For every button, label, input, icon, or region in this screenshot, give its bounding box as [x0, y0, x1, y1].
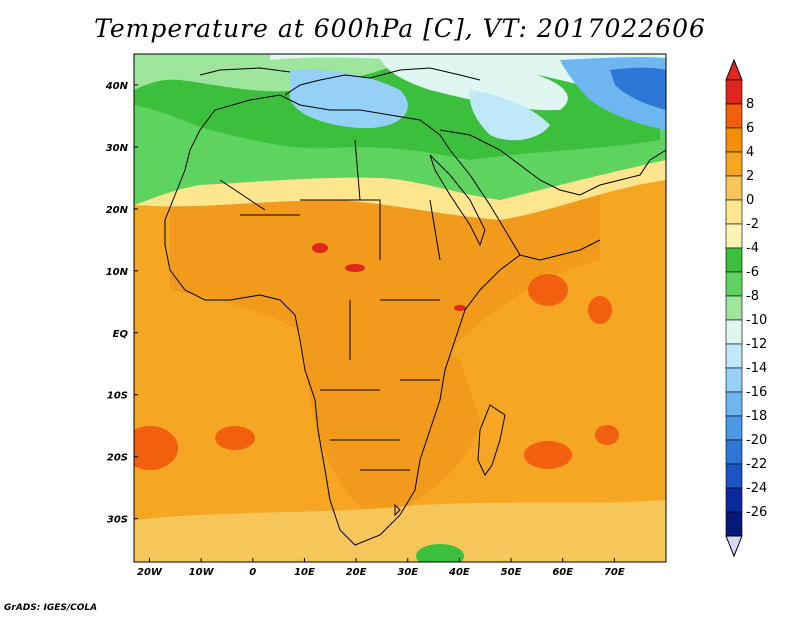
- colorbar-swatch: [725, 463, 743, 489]
- colorbar-swatch: [725, 439, 743, 465]
- lon-tick-label: 10W: [189, 567, 215, 578]
- colorbar-swatch: [725, 343, 743, 369]
- lon-tick-label: 70E: [604, 567, 625, 578]
- colorbar-top-arrow: [725, 58, 743, 81]
- axis-ticks: 20W 10W 0 10E 20E 30E 40E 50E 60E 70E 40N 30N 20N 10N…: [105, 81, 625, 578]
- lon-tick-label: 0: [249, 567, 256, 578]
- lat-tick-label: 30N: [106, 143, 129, 154]
- lat-tick-label: 40N: [105, 81, 129, 92]
- colorbar-label: -12: [746, 337, 767, 352]
- colorbar-label: -4: [746, 241, 759, 256]
- colorbar-swatch: [725, 271, 743, 297]
- colorbar-label: -18: [746, 409, 767, 424]
- lon-tick-label: 60E: [552, 567, 573, 578]
- colorbar-label: -8: [746, 289, 759, 304]
- lon-tick-label: 10E: [294, 567, 315, 578]
- colorbar-swatch: [725, 511, 743, 537]
- colorbar-label: 4: [746, 145, 754, 160]
- colorbar-label: 0: [746, 193, 754, 208]
- colorbar-swatch: [725, 79, 743, 105]
- colorbar-swatch: [725, 103, 743, 129]
- lat-tick-label: 30S: [107, 515, 128, 526]
- lat-tick-label: 10N: [106, 267, 129, 278]
- colorbar-swatch: [725, 223, 743, 249]
- lon-tick-label: 50E: [501, 567, 522, 578]
- lat-tick-label: 10S: [107, 391, 128, 402]
- colorbar-label: -10: [746, 313, 767, 328]
- coastlines: [164, 67, 666, 546]
- colorbar-swatch: [725, 319, 743, 345]
- colorbar-label: -2: [746, 217, 759, 232]
- colorbar-label: -6: [746, 265, 759, 280]
- colorbar-label: 6: [746, 121, 754, 136]
- colorbar-swatch: [725, 127, 743, 153]
- lat-tick-label: 20S: [107, 453, 128, 464]
- lon-tick-label: 40E: [448, 567, 470, 578]
- colorbar-swatch: [725, 295, 743, 321]
- temperature-field: [134, 54, 666, 562]
- colorbar-swatch: [725, 175, 743, 201]
- colorbar-swatch: [725, 151, 743, 177]
- colorbar-swatch: [725, 415, 743, 441]
- colorbar-label: 8: [746, 97, 754, 112]
- map-frame: [133, 53, 667, 563]
- lat-tick-label: 20N: [106, 205, 129, 216]
- colorbar-label: -14: [746, 361, 767, 376]
- lat-tick-label: EQ: [113, 329, 129, 340]
- colorbar-swatch: [725, 199, 743, 225]
- lon-tick-label: 20E: [346, 567, 367, 578]
- colorbar-swatch: [725, 247, 743, 273]
- colorbar-swatch: [725, 487, 743, 513]
- colorbar-bottom-arrow: [725, 535, 743, 558]
- grads-credit: GrADS: IGES/COLA: [4, 603, 98, 613]
- colorbar-swatch: [725, 391, 743, 417]
- colorbar-label: 2: [746, 169, 754, 184]
- chart-title: Temperature at 600hPa [C], VT: 201702260…: [94, 14, 706, 43]
- colorbar-label: -20: [746, 433, 767, 448]
- colorbar-label: -24: [746, 481, 767, 496]
- colorbar-label: -26: [746, 505, 767, 520]
- lon-tick-label: 20W: [137, 567, 163, 578]
- lon-tick-label: 30E: [397, 567, 418, 578]
- colorbar-swatch: [725, 367, 743, 393]
- colorbar-label: -22: [746, 457, 767, 472]
- colorbar-label: -16: [746, 385, 767, 400]
